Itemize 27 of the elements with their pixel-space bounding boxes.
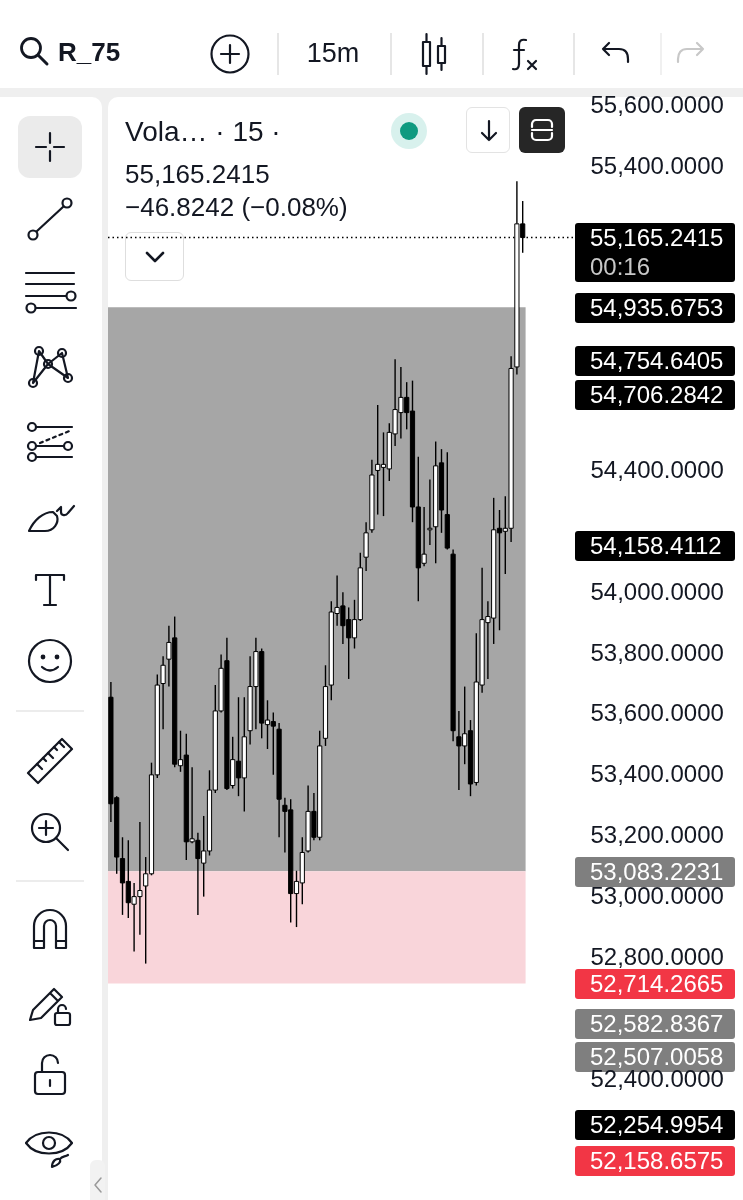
text: 00:16 <box>589 252 652 282</box>
text: 54,754.6405 <box>575 346 735 376</box>
candlestick <box>160 655 166 730</box>
annotation: −46.8242 (−0.08%) <box>125 192 348 222</box>
y-tick-label: 53,600.0000 <box>590 699 724 727</box>
text: 52,582.8367 <box>575 1009 735 1039</box>
y-tick-label: 53,400.0000 <box>590 760 724 788</box>
text: 15m <box>306 37 360 69</box>
y-tick-label: 54,400.0000 <box>590 455 724 483</box>
y-tick-label: 55,600.0000 <box>590 90 724 118</box>
text: 53,083.2231 <box>575 857 735 887</box>
text: 52,254.9954 <box>575 1110 735 1140</box>
y-tick-label: 54,000.0000 <box>590 577 724 605</box>
text: 52,714.2665 <box>575 969 735 999</box>
text: 54,935.6753 <box>575 293 735 323</box>
y-tick-label: 55,400.0000 <box>590 151 724 179</box>
text: 54,706.2842 <box>575 380 735 410</box>
text: Vola… · 15 · <box>125 115 281 149</box>
y-tick-label: 53,200.0000 <box>590 821 724 849</box>
ref-line-label: 55,165.2415 <box>589 222 725 253</box>
y-tick-label: 53,800.0000 <box>590 638 724 666</box>
text: R_75 <box>58 37 121 67</box>
y-tick-label: 52,800.0000 <box>590 943 724 971</box>
annotation: 55,165.2415 <box>125 159 270 189</box>
text: 54,158.4112 <box>575 531 735 561</box>
candlestick <box>427 478 433 546</box>
text: 52,158.6575 <box>575 1146 735 1176</box>
